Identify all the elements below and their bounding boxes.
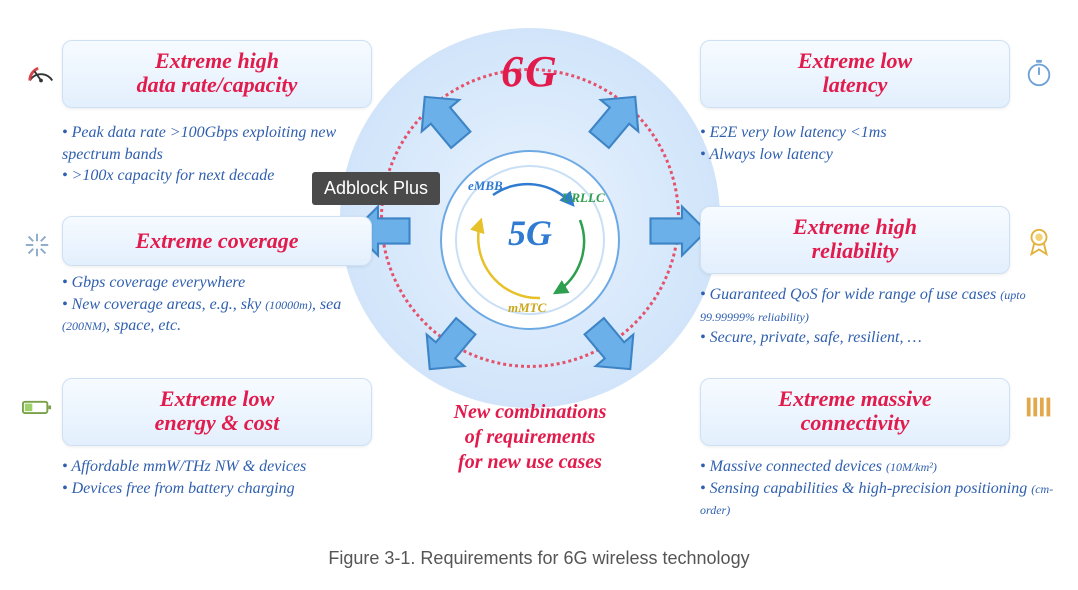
bullet: Secure, private, safe, resilient, …	[700, 327, 1060, 349]
figure-caption: Figure 3-1. Requirements for 6G wireless…	[0, 548, 1078, 569]
box-latency: Extreme lowlatency	[700, 40, 1010, 108]
title-text: Extreme massiveconnectivity	[778, 386, 931, 435]
box-latency-title: Extreme lowlatency	[715, 49, 995, 97]
box-coverage-title: Extreme coverage	[77, 229, 357, 253]
box-connectivity: Extreme massiveconnectivity	[700, 378, 1010, 446]
bullet: Affordable mmW/THz NW & devices	[62, 456, 392, 478]
tri-label-urllc: URLLC	[562, 190, 605, 206]
tri-label-embb: eMBB	[468, 178, 503, 194]
box-data-rate-title: Extreme highdata rate/capacity	[77, 49, 357, 97]
box-reliability: Extreme highreliability	[700, 206, 1010, 274]
stopwatch-icon	[1024, 58, 1054, 88]
box-connectivity-title: Extreme massiveconnectivity	[715, 387, 995, 435]
box-energy: Extreme lowenergy & cost	[62, 378, 372, 446]
speedometer-icon	[26, 58, 56, 88]
title-text: Extreme highreliability	[793, 214, 917, 263]
box-data-rate: Extreme highdata rate/capacity	[62, 40, 372, 108]
box-coverage: Extreme coverage	[62, 216, 372, 266]
bullet: New coverage areas, e.g., sky (10000m), …	[62, 294, 392, 337]
bullet: E2E very low latency <1ms	[700, 122, 1030, 144]
box-energy-title: Extreme lowenergy & cost	[77, 387, 357, 435]
bullet: Peak data rate >100Gbps exploiting new s…	[62, 122, 382, 165]
bullet: Massive connected devices (10M/km²)	[700, 456, 1060, 478]
title-text: Extreme lowenergy & cost	[155, 386, 280, 435]
grid-icon	[1024, 392, 1054, 422]
ribbon-icon	[1024, 226, 1054, 256]
bullet: Gbps coverage everywhere	[62, 272, 392, 294]
figure-stage: 6G 5G eMBB URLLC mMTC New combinations o…	[0, 0, 1078, 590]
box-reliability-bullets: Guaranteed QoS for wide range of use cas…	[700, 284, 1060, 349]
newcomb-line2: of requirements	[465, 426, 596, 448]
box-coverage-bullets: Gbps coverage everywhere New coverage ar…	[62, 272, 392, 337]
adblock-tooltip: Adblock Plus	[312, 172, 440, 205]
battery-icon	[22, 398, 52, 428]
new-combinations-label: New combinations of requirements for new…	[390, 400, 670, 475]
title-text: Extreme highdata rate/capacity	[137, 48, 298, 97]
label-5g: 5G	[480, 212, 580, 254]
bullet: Sensing capabilities & high-precision po…	[700, 478, 1060, 521]
box-energy-bullets: Affordable mmW/THz NW & devices Devices …	[62, 456, 392, 499]
bullet: Always low latency	[700, 144, 1030, 166]
box-reliability-title: Extreme highreliability	[715, 215, 995, 263]
box-latency-bullets: E2E very low latency <1ms Always low lat…	[700, 122, 1030, 165]
newcomb-line1: New combinations	[454, 401, 607, 423]
newcomb-line3: for new use cases	[458, 451, 602, 473]
box-connectivity-bullets: Massive connected devices (10M/km²) Sens…	[700, 456, 1060, 521]
tri-label-mmtc: mMTC	[508, 300, 546, 316]
title-text: Extreme lowlatency	[798, 48, 912, 97]
burst-icon	[22, 230, 52, 260]
bullet: Devices free from battery charging	[62, 478, 392, 500]
bullet: Guaranteed QoS for wide range of use cas…	[700, 284, 1060, 327]
